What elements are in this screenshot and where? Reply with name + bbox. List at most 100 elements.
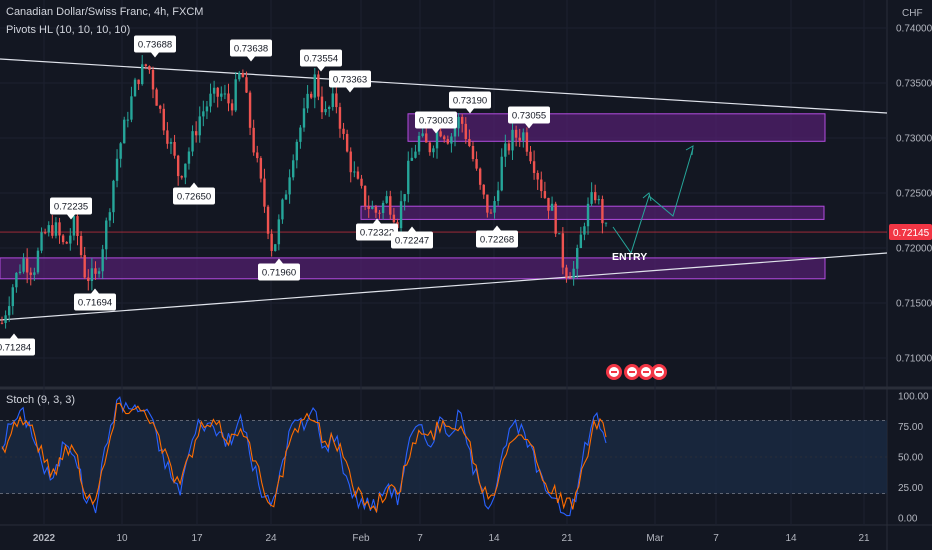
time-tick-label: 7 [713,533,719,544]
event-flag-mark [629,371,635,373]
pivot-label-pointer [525,123,533,129]
stoch-indicator-legend[interactable]: Stoch (9, 3, 3) [6,394,76,406]
lower-trendline [0,252,888,321]
candle-body [514,129,518,138]
pivot-low-label: 0.71960 [258,258,300,281]
candle-body [94,268,97,274]
pivot-label-box [74,293,116,311]
candle-body [105,220,108,250]
supply-demand-zone [360,205,825,220]
candle-body [166,130,169,144]
projection-path [612,147,694,255]
candle-body [54,222,58,236]
pivot-label-box [415,111,457,129]
price-tick-label: 0.74000 [896,24,932,35]
pivot-label-box [476,230,518,248]
symbol-title[interactable]: Canadian Dollar/Swiss Franc, 4h, FXCM [6,6,204,18]
time-tick-label: 21 [561,533,573,544]
candle-body [7,306,11,316]
time-tick-label: 14 [785,533,797,544]
candle-body [421,133,424,136]
last-price-value: 0.72145 [893,228,930,239]
stoch-d-line [1,402,607,514]
pivot-label-text: 0.72268 [480,235,514,246]
candle-body [468,139,471,146]
candle-body [381,202,385,214]
pivot-label-pointer [190,182,198,188]
pivot-label-pointer [408,226,416,232]
candle-body [191,131,194,152]
pivot-high-label: 0.73638 [230,39,272,62]
candle-body [144,64,148,67]
candle-body [87,277,90,281]
candle-body [302,108,306,128]
candle-body [202,111,205,117]
candle-body [259,158,263,179]
candle-body [443,136,446,140]
candle-body [76,216,79,236]
pivot-label-pointer [91,288,99,294]
pivot-label-box [230,39,272,57]
candle-body [227,93,230,104]
candle-body [320,96,324,113]
pivot-label-box [0,338,35,356]
candle-body [392,214,396,223]
candle-body [367,206,370,209]
candle-body [583,226,586,235]
candle-body [40,232,43,251]
candle-body [532,161,536,173]
candle-body [194,131,198,136]
pivot-label-text: 0.72247 [395,236,429,247]
pivot-label-text: 0.73055 [512,111,546,122]
candle-body [270,233,273,251]
price-tick-label: 0.73000 [896,134,932,145]
candle-body [550,203,554,211]
candle-body [568,277,572,279]
candle-body [43,232,47,234]
candle-body [457,116,460,129]
pivot-low-label: 0.72247 [391,226,433,249]
candle-body [590,192,593,204]
pivot-label-pointer [317,66,325,72]
pivot-label-box [356,223,398,241]
upper-trendline [0,58,888,114]
pivot-label-text: 0.71284 [0,343,31,354]
pivot-label-pointer [346,87,354,93]
candle-body [61,235,65,243]
candle-body [432,148,435,153]
candle-body [471,145,475,160]
candle-body [522,132,525,141]
candle-body [558,233,561,235]
candle-body [576,248,579,269]
candle-body [72,216,76,236]
candle-body [184,163,187,178]
pivot-label-pointer [466,108,474,114]
stoch-band [0,420,887,494]
candle-body [597,199,601,201]
pivot-high-label: 0.73190 [449,91,491,114]
pivots-indicator-legend[interactable]: Pivots HL (10, 10, 10, 10) [6,24,131,36]
candle-body [572,268,575,279]
candle-body [460,116,464,124]
candle-body [331,93,334,107]
candle-body [324,108,327,113]
pivot-label-pointer [67,214,75,220]
candle-body [22,258,25,272]
candle-body [353,171,356,173]
candle-body [525,132,529,152]
candle-body [115,158,119,181]
candle-body [266,206,270,234]
candle-body [493,201,496,213]
price-tick-label: 0.72500 [896,189,932,200]
candle-body [101,249,104,272]
pivot-low-label: 0.71284 [0,333,35,356]
candle-body [342,128,345,134]
candle-body [256,152,259,159]
pivot-label-text: 0.73003 [419,116,453,127]
candle-body [4,315,7,323]
candle-body [554,203,557,234]
time-tick-label: 24 [265,533,277,544]
candle-body [475,159,478,169]
candle-body [482,184,485,195]
